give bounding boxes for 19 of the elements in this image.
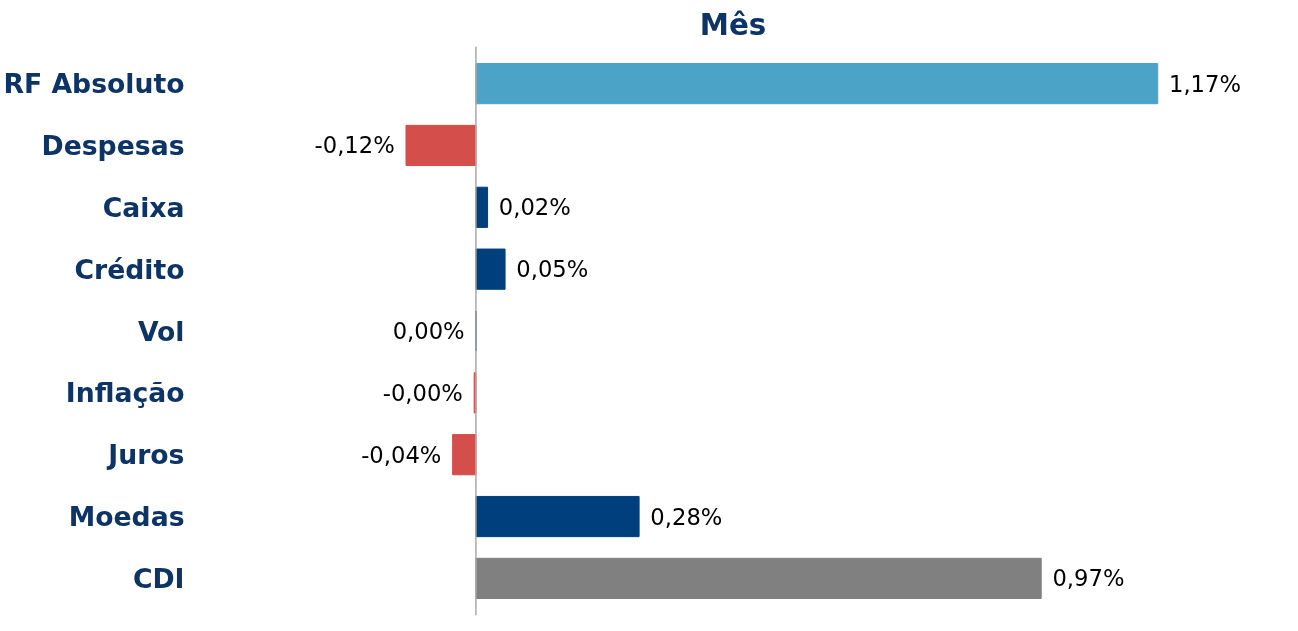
data-label: -0,12% [314, 132, 395, 159]
y-tick-label: CDI [132, 562, 185, 594]
data-label: 0,97% [1052, 565, 1125, 592]
y-tick-label: Moedas [68, 501, 185, 533]
data-label: 0,02% [498, 194, 571, 221]
y-tick-label: Crédito [74, 253, 185, 285]
data-label: 1,17% [1169, 70, 1241, 97]
y-tick-label: Juros [106, 439, 185, 471]
data-label: -0,04% [361, 441, 442, 468]
chart-title: Mês [699, 7, 767, 42]
y-tick-label: Caixa [102, 191, 185, 223]
y-tick-label: RF Absoluto [3, 68, 185, 100]
data-label: 0,28% [650, 503, 723, 530]
data-label: 0,00% [392, 318, 465, 344]
y-tick-label: Inflação [65, 377, 185, 409]
y-tick-label: Vol [137, 315, 185, 347]
y-tick-label: Despesas [41, 129, 185, 161]
data-label: -0,00% [382, 379, 463, 406]
data-label: 0,05% [516, 256, 589, 283]
